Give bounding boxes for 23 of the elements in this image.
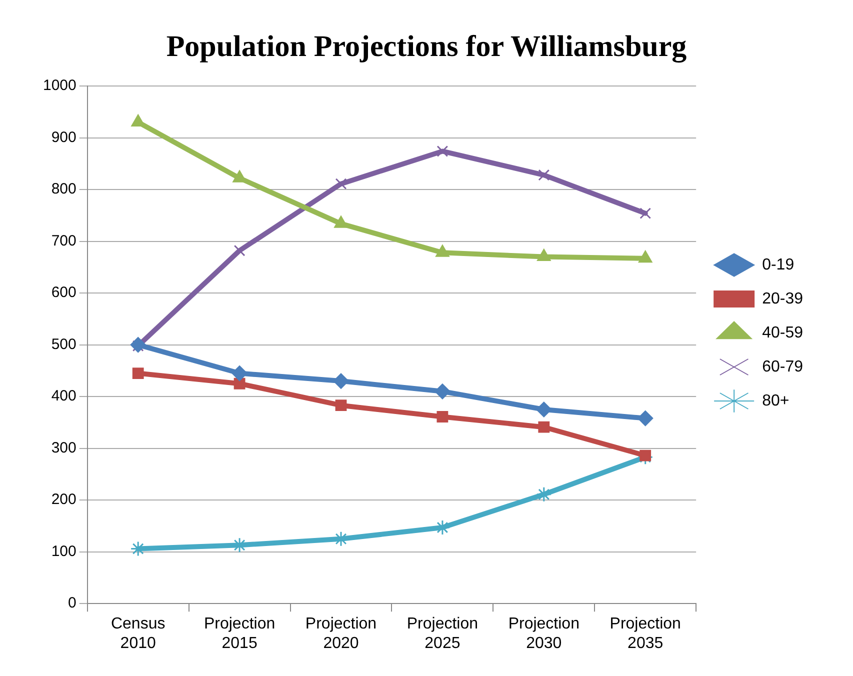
y-tick-label: 100 xyxy=(51,542,76,560)
y-tick-label: 200 xyxy=(51,491,76,508)
y-tick-label: 700 xyxy=(51,232,76,250)
x-tick-label: Projection 2015 xyxy=(204,616,276,652)
chart-title: Population Projections for Williamsburg xyxy=(166,30,687,63)
x-tick-label: Projection 2035 xyxy=(610,616,681,652)
x-tick-label: Projection 2025 xyxy=(406,616,478,652)
y-tick-label: 400 xyxy=(51,388,76,405)
x-tick-label: Census 2010 xyxy=(110,616,166,652)
y-tick-label: 800 xyxy=(51,180,76,198)
y-tick-label: 1000 xyxy=(42,77,76,94)
y-tick-label: 0 xyxy=(68,594,76,612)
x-tick-label: Projection 2020 xyxy=(305,616,377,652)
y-tick-label: 900 xyxy=(51,128,76,146)
legend-label: 0-19 xyxy=(762,256,794,274)
y-tick-label: 300 xyxy=(51,439,76,456)
y-tick-label: 600 xyxy=(51,284,76,302)
x-tick-label: Projection 2030 xyxy=(508,616,580,652)
y-tick-label: 500 xyxy=(51,336,76,353)
legend-label: 40-59 xyxy=(762,324,804,342)
legend-label: 60-79 xyxy=(762,358,804,376)
legend-label: 20-39 xyxy=(762,290,804,308)
legend-label: 80+ xyxy=(762,392,790,410)
